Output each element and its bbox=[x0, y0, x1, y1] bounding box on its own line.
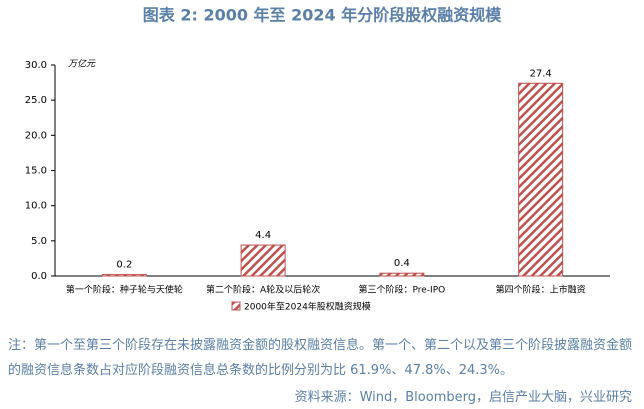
legend-label: 2000年至2024年股权融资规模 bbox=[244, 301, 371, 313]
note: 注：第一个至第三个阶段存在未披露融资金额的股权融资信息。第一个、第二个以及第三个… bbox=[8, 338, 633, 378]
source: 资料来源：Wind，Bloomberg，启信产业大脑，兴业研究 bbox=[294, 390, 632, 405]
y-tick-label: 10.0 bbox=[25, 201, 47, 212]
value-label: 4.4 bbox=[255, 230, 271, 241]
x-tick-label: 第三个阶段：Pre-IPO bbox=[359, 284, 446, 296]
bar bbox=[240, 244, 286, 277]
bar bbox=[379, 272, 425, 277]
legend-swatch bbox=[231, 301, 241, 311]
bar bbox=[518, 82, 564, 277]
x-tick-label: 第四个阶段：上市融资 bbox=[496, 284, 586, 296]
y-tick-label: 25.0 bbox=[25, 95, 47, 106]
y-unit-label: 万亿元 bbox=[68, 59, 96, 70]
value-label: 0.4 bbox=[394, 258, 410, 269]
y-tick-label: 20.0 bbox=[25, 130, 47, 141]
x-tick-label: 第一个阶段：种子轮与天使轮 bbox=[66, 284, 183, 296]
chart: 图表 2: 2000 年至 2024 年分阶段股权融资规模 万亿元 0.0 5.0… bbox=[25, 6, 610, 313]
x-tick-label: 第二个阶段：A轮及以后轮次 bbox=[206, 284, 320, 296]
chart-title: 图表 2: 2000 年至 2024 年分阶段股权融资规模 bbox=[143, 6, 502, 25]
bar bbox=[101, 274, 147, 277]
value-label: 27.4 bbox=[529, 68, 551, 79]
y-tick-label: 30.0 bbox=[25, 60, 47, 71]
y-tick-label: 0.0 bbox=[31, 271, 47, 282]
value-label: 0.2 bbox=[116, 260, 132, 271]
y-tick-label: 5.0 bbox=[31, 236, 47, 247]
y-tick-label: 15.0 bbox=[25, 166, 47, 177]
